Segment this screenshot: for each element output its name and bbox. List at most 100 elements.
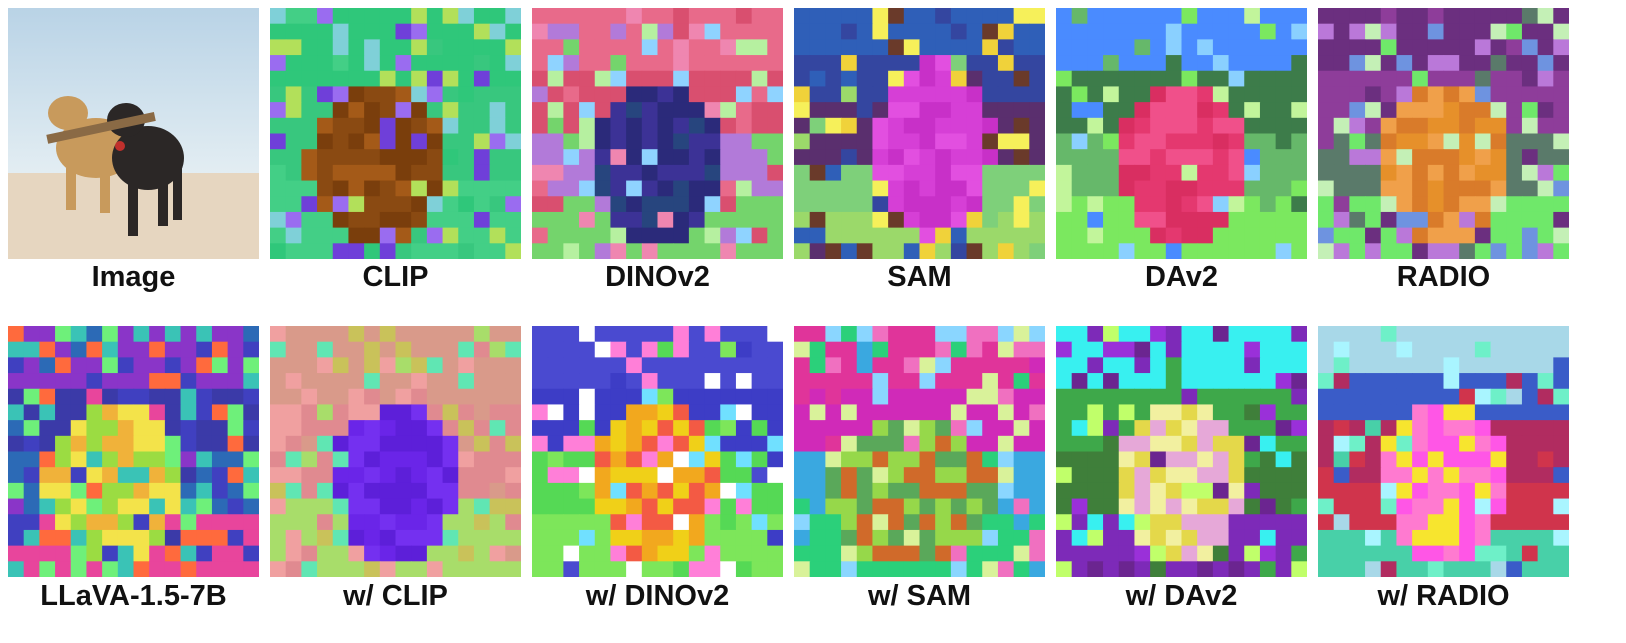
feature-patch	[1291, 404, 1307, 421]
feature-patch	[547, 435, 564, 453]
feature-patch	[1349, 482, 1366, 500]
feature-patch	[872, 357, 889, 374]
feature-patch	[1259, 482, 1277, 500]
feature-patch	[426, 23, 444, 40]
panel-w-sam	[794, 326, 1045, 577]
feature-patch	[70, 341, 88, 358]
feature-patch	[149, 545, 166, 562]
feature-patch	[1396, 227, 1413, 244]
feature-patch	[458, 529, 475, 547]
feature-patch	[1071, 39, 1088, 56]
feature-patch	[532, 451, 549, 468]
feature-patch	[532, 86, 549, 103]
feature-patch	[1212, 70, 1230, 88]
feature-patch	[767, 420, 783, 437]
feature-patch	[1521, 8, 1539, 25]
feature-patch	[473, 227, 491, 244]
feature-patch	[332, 451, 350, 468]
feature-patch	[950, 561, 968, 577]
feature-patch	[39, 498, 56, 515]
feature-patch	[579, 164, 596, 182]
feature-patch	[997, 102, 1015, 119]
feature-patch	[348, 404, 365, 421]
feature-patch	[856, 243, 874, 259]
feature-patch	[102, 373, 119, 390]
feature-patch	[1197, 482, 1214, 500]
feature-patch	[1443, 164, 1460, 182]
feature-patch	[1275, 467, 1292, 484]
feature-patch	[395, 55, 412, 72]
feature-patch	[473, 514, 491, 531]
feature-patch	[442, 211, 459, 229]
feature-patch	[1318, 435, 1335, 453]
feature-patch	[547, 196, 564, 213]
feature-patch	[270, 133, 287, 150]
feature-patch	[1087, 373, 1104, 390]
feature-patch	[1259, 545, 1277, 562]
feature-patch	[888, 8, 905, 25]
feature-patch	[982, 373, 999, 390]
feature-patch	[1474, 196, 1492, 213]
feature-patch	[1181, 55, 1198, 72]
feature-patch	[610, 498, 627, 515]
feature-patch	[211, 420, 229, 437]
feature-patch	[872, 498, 889, 515]
feature-patch	[1259, 435, 1277, 453]
feature-patch	[1259, 404, 1277, 421]
feature-patch	[794, 467, 811, 484]
feature-patch	[8, 451, 25, 468]
feature-patch	[720, 149, 737, 166]
feature-patch	[133, 482, 150, 500]
feature-patch	[1150, 404, 1167, 421]
feature-patch	[1380, 149, 1398, 166]
feature-patch	[364, 211, 381, 229]
feature-patch	[950, 86, 968, 103]
feature-patch	[1150, 164, 1167, 182]
feature-patch	[841, 514, 858, 531]
feature-patch	[1029, 561, 1045, 577]
feature-patch	[164, 561, 182, 577]
feature-patch	[935, 529, 952, 547]
feature-patch	[211, 404, 229, 421]
feature-patch	[1103, 70, 1120, 88]
feature-patch	[1427, 435, 1445, 453]
feature-patch	[720, 404, 737, 421]
feature-patch	[8, 404, 25, 421]
panel-label: w/ CLIP	[343, 580, 448, 612]
feature-patch	[966, 133, 983, 150]
feature-patch	[426, 467, 444, 484]
feature-patch	[442, 482, 459, 500]
feature-patch	[903, 326, 921, 343]
feature-patch	[489, 357, 506, 374]
feature-patch	[1029, 404, 1045, 421]
feature-patch	[825, 243, 842, 259]
feature-patch	[227, 420, 244, 437]
feature-patch	[1521, 561, 1539, 577]
feature-patch	[794, 357, 811, 374]
feature-patch	[1103, 529, 1120, 547]
feature-patch	[1291, 357, 1307, 374]
feature-patch	[1349, 180, 1366, 197]
feature-patch	[1118, 388, 1136, 406]
feature-patch	[563, 498, 580, 515]
feature-patch	[673, 196, 690, 213]
feature-patch	[1291, 102, 1307, 119]
feature-patch	[395, 561, 412, 577]
feature-patch	[227, 467, 244, 484]
feature-patch	[950, 341, 968, 358]
feature-patch	[1537, 180, 1554, 197]
feature-patch	[532, 435, 549, 453]
feature-patch	[735, 133, 753, 150]
feature-patch	[1212, 23, 1230, 40]
feature-patch	[379, 435, 397, 453]
feature-patch	[1521, 211, 1539, 229]
feature-patch	[1380, 39, 1398, 56]
feature-patch	[442, 561, 459, 577]
feature-patch	[1087, 149, 1104, 166]
feature-patch	[532, 243, 549, 259]
feature-patch	[270, 23, 287, 40]
feature-patch	[117, 388, 135, 406]
feature-patch	[1291, 55, 1307, 72]
feature-patch	[505, 164, 521, 182]
feature-patch	[458, 373, 475, 390]
